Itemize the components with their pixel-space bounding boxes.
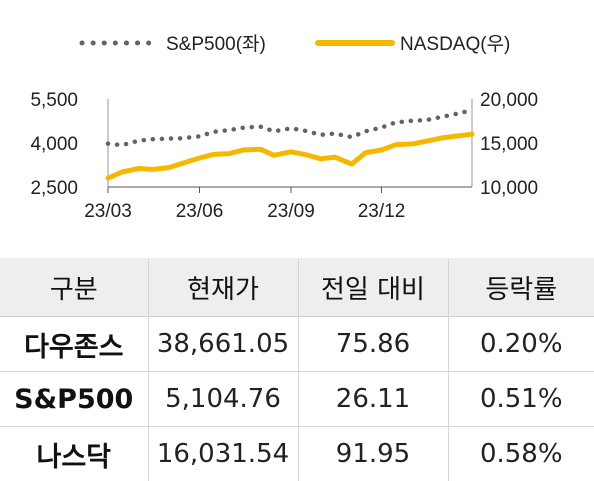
sp500-series-line (108, 110, 472, 145)
right-axis-tick-label: 15,000 (480, 134, 538, 155)
header-current-price: 현재가 (148, 258, 298, 317)
row-name: S&P500 (0, 372, 148, 427)
row-current-price: 16,031.54 (148, 427, 298, 481)
table-row: S&P500 5,104.76 26.11 0.51% (0, 372, 594, 427)
x-axis-ticks: 23/03 23/06 23/09 23/12 (84, 187, 405, 222)
table-row: 나스닥 16,031.54 91.95 0.58% (0, 427, 594, 481)
row-change: 26.11 (298, 372, 448, 427)
row-change: 91.95 (298, 427, 448, 481)
row-current-price: 5,104.76 (148, 372, 298, 427)
chart-legend: S&P500(좌) NASDAQ(우) (82, 33, 510, 55)
legend-nasdaq-label: NASDAQ(우) (400, 34, 510, 55)
header-change-rate: 등락률 (448, 258, 594, 317)
row-current-price: 38,661.05 (148, 317, 298, 372)
header-change: 전일 대비 (298, 258, 448, 317)
row-name: 나스닥 (0, 427, 148, 481)
x-axis-tick-label: 23/06 (176, 201, 224, 222)
x-axis-tick-label: 23/09 (267, 201, 315, 222)
legend-sp500-label: S&P500(좌) (166, 33, 266, 55)
left-axis-tick-label: 2,500 (30, 178, 78, 199)
row-change: 75.86 (298, 317, 448, 372)
chart-series (108, 110, 472, 178)
left-axis-tick-label: 5,500 (30, 90, 78, 111)
x-axis-tick-label: 23/03 (84, 201, 132, 222)
row-change-rate: 0.51% (448, 372, 594, 427)
right-axis-tick-label: 20,000 (480, 90, 538, 111)
x-axis-tick-label: 23/12 (358, 201, 406, 222)
table-header-row: 구분 현재가 전일 대비 등락률 (0, 258, 594, 317)
right-axis-ticks: 20,000 15,000 10,000 (480, 90, 538, 199)
index-line-chart: S&P500(좌) NASDAQ(우) 5,500 4,000 2,500 20,0… (0, 0, 594, 250)
right-axis-tick-label: 10,000 (480, 178, 538, 199)
header-category: 구분 (0, 258, 148, 317)
row-change-rate: 0.58% (448, 427, 594, 481)
left-axis-tick-label: 4,000 (30, 134, 78, 155)
row-change-rate: 0.20% (448, 317, 594, 372)
table-row: 다우존스 38,661.05 75.86 0.20% (0, 317, 594, 372)
left-axis-ticks: 5,500 4,000 2,500 (30, 90, 78, 199)
index-quote-table: 구분 현재가 전일 대비 등락률 다우존스 38,661.05 75.86 0.… (0, 258, 594, 481)
row-name: 다우존스 (0, 317, 148, 372)
